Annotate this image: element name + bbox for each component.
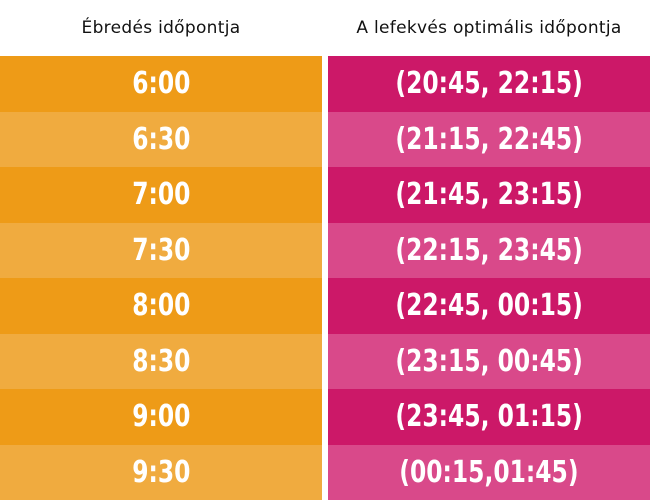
wake-time-cell: 6:00 <box>0 56 322 112</box>
wake-time-value: 6:30 <box>131 121 191 157</box>
wake-time-cell: 9:30 <box>0 444 322 500</box>
wake-time-header: Ébredés időpontja <box>81 18 241 38</box>
wake-time-cell: 6:30 <box>0 111 322 167</box>
bedtime-value: (00:15,01:45) <box>399 454 579 490</box>
wake-time-value: 7:00 <box>131 177 191 213</box>
table-row: 8:00 (22:45, 00:15) <box>0 278 650 334</box>
wake-time-value: 9:30 <box>131 454 191 490</box>
wake-time-cell: 9:00 <box>0 389 322 445</box>
bedtime-value: (21:15, 22:45) <box>395 121 583 157</box>
wake-time-cell: 7:30 <box>0 222 322 278</box>
wake-time-value: 7:30 <box>131 232 191 268</box>
wake-time-value: 9:00 <box>131 399 191 435</box>
bedtime-cell: (22:15, 23:45) <box>328 222 650 278</box>
table-row: 8:30 (23:15, 00:45) <box>0 333 650 389</box>
bedtime-cell: (22:45, 00:15) <box>328 278 650 334</box>
table-row: 9:30 (00:15,01:45) <box>0 444 650 500</box>
bedtime-cell: (23:15, 00:45) <box>328 333 650 389</box>
table-row: 7:30 (22:15, 23:45) <box>0 222 650 278</box>
wake-time-cell: 8:30 <box>0 333 322 389</box>
bedtime-value: (20:45, 22:15) <box>395 66 583 102</box>
table-row: 6:00 (20:45, 22:15) <box>0 56 650 112</box>
table-row: 6:30 (21:15, 22:45) <box>0 111 650 167</box>
table-row: 9:00 (23:45, 01:15) <box>0 389 650 445</box>
wake-time-value: 6:00 <box>131 66 191 102</box>
wake-time-cell: 8:00 <box>0 278 322 334</box>
bedtime-cell: (21:15, 22:45) <box>328 111 650 167</box>
bedtime-cell: (23:45, 01:15) <box>328 389 650 445</box>
bedtime-value: (23:45, 01:15) <box>395 399 583 435</box>
bedtime-header: A lefekvés optimális időpontja <box>356 18 622 38</box>
wake-time-cell: 7:00 <box>0 167 322 223</box>
sleep-schedule-table: 6:00 (20:45, 22:15) 6:30 (21:15, 22:45) … <box>0 56 650 500</box>
bedtime-cell: (00:15,01:45) <box>328 444 650 500</box>
table-row: 7:00 (21:45, 23:15) <box>0 167 650 223</box>
bedtime-cell: (21:45, 23:15) <box>328 167 650 223</box>
wake-time-value: 8:00 <box>131 288 191 324</box>
bedtime-value: (23:15, 00:45) <box>395 343 583 379</box>
bedtime-value: (21:45, 23:15) <box>395 177 583 213</box>
bedtime-value: (22:45, 00:15) <box>395 288 583 324</box>
bedtime-cell: (20:45, 22:15) <box>328 56 650 112</box>
bedtime-value: (22:15, 23:45) <box>395 232 583 268</box>
wake-time-value: 8:30 <box>131 343 191 379</box>
